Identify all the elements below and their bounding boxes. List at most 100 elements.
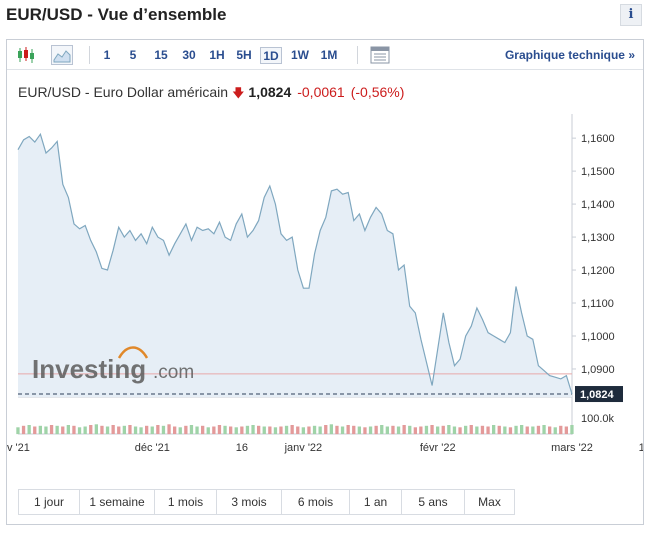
volume-bar	[133, 426, 138, 434]
range-button-4[interactable]: 3 mois	[217, 489, 282, 515]
price-chart[interactable]: Investing .com 1,1600 1,1500 1,1400 1,1300 1,1…	[7, 40, 643, 480]
volume-bar	[38, 425, 42, 435]
volume-bar	[352, 425, 356, 435]
range-button-6[interactable]: 1 an	[350, 489, 402, 515]
info-icon[interactable]: i	[620, 4, 642, 26]
volume-bar	[335, 425, 339, 435]
down-arrow-icon: 🡇	[232, 86, 245, 100]
page-title: EUR/USD - Vue d’ensemble	[6, 5, 227, 24]
volume-bar	[553, 427, 557, 435]
y-tick-label: 1,1400	[581, 199, 615, 211]
interval-button-1w[interactable]: 1W	[291, 48, 309, 62]
volume-bar	[436, 426, 440, 434]
interval-button-1[interactable]: 1	[103, 48, 111, 62]
volume-bar	[447, 425, 451, 434]
range-button-2[interactable]: 1 semaine	[80, 489, 155, 515]
price-change-percent: (-0,56%)	[350, 84, 405, 100]
range-button-7[interactable]: 5 ans	[402, 489, 465, 515]
volume-bar	[16, 427, 20, 435]
price-area	[18, 134, 572, 397]
volume-bar	[94, 424, 98, 435]
volume-bar	[128, 425, 132, 434]
volume-bar	[570, 425, 574, 434]
volume-bar	[391, 425, 395, 435]
volume-bar	[480, 425, 485, 435]
y-tick-label: 1,1300	[581, 232, 615, 244]
range-selector: 1 jour 1 semaine 1 mois 3 mois 6 mois 1 an 5 a…	[18, 489, 515, 515]
volume-bar	[173, 426, 177, 434]
chart-panel: 1 5 15 30 1H 5H 1D 1W 1M Graphique technique » E…	[6, 39, 644, 525]
volume-bar	[83, 426, 87, 434]
interval-button-30[interactable]: 30	[182, 48, 196, 62]
last-price: 1,0824	[248, 84, 292, 100]
volume-bar	[363, 427, 367, 435]
area-chart-icon[interactable]	[51, 45, 73, 65]
volume-bar	[44, 426, 48, 434]
volume-bar	[122, 425, 126, 435]
volume-bar	[105, 426, 110, 434]
interval-button-1h[interactable]: 1H	[209, 48, 225, 62]
toolbar-divider	[89, 46, 90, 64]
volume-bar	[469, 425, 473, 434]
volume-bar	[251, 425, 255, 434]
range-button-8[interactable]: Max	[465, 489, 515, 515]
x-tick-label: janv '22	[284, 442, 323, 454]
range-button-5[interactable]: 6 mois	[282, 489, 350, 515]
toolbar-divider	[357, 46, 358, 64]
interval-button-15[interactable]: 15	[154, 48, 168, 62]
volume-bar	[55, 425, 59, 435]
volume-bar	[229, 426, 233, 434]
candlestick-icon[interactable]	[15, 45, 37, 65]
volume-bar	[89, 425, 93, 434]
volume-bar	[240, 426, 244, 434]
x-tick-label: 16	[639, 442, 643, 454]
volume-bar	[72, 425, 76, 435]
volume-bar	[346, 425, 350, 434]
volume-bar	[396, 426, 401, 434]
volume-bar	[548, 426, 552, 434]
volume-bar	[492, 425, 496, 434]
volume-bar	[374, 425, 378, 435]
volume-bar	[340, 426, 345, 434]
volume-bar	[424, 425, 429, 435]
volume-bar	[497, 425, 501, 435]
volume-bar	[329, 424, 333, 435]
volume-bar	[559, 425, 563, 435]
y-tick-label: 1,0900	[581, 364, 615, 376]
volume-bar	[167, 424, 171, 435]
table-view-icon[interactable]	[369, 45, 391, 65]
volume-bar	[318, 426, 322, 434]
volume-bar	[201, 425, 205, 435]
volume-bar	[486, 426, 490, 434]
volume-bar	[234, 427, 238, 435]
y-tick-label: 1,1500	[581, 166, 615, 178]
volume-bar	[542, 425, 546, 434]
range-button-1[interactable]: 1 jour	[18, 489, 80, 515]
technical-chart-link[interactable]: Graphique technique »	[504, 48, 635, 62]
volume-bar	[77, 427, 82, 435]
volume-axis-label: 100.0k	[581, 413, 615, 425]
y-tick-label: 1,1200	[581, 265, 615, 277]
x-tick-label: déc '21	[135, 442, 170, 454]
volume-bar	[464, 425, 468, 435]
volume-bar	[257, 425, 261, 435]
volume-bar	[150, 426, 154, 434]
volume-bar	[301, 427, 305, 435]
y-tick-label: 1,1100	[581, 298, 614, 310]
volume-bar	[145, 425, 149, 435]
volume-bar	[284, 425, 289, 435]
interval-button-1d[interactable]: 1D	[260, 47, 282, 64]
interval-button-1m[interactable]: 1M	[320, 48, 338, 62]
volume-bar	[413, 427, 417, 435]
volume-bar	[21, 425, 26, 435]
interval-button-5h[interactable]: 5H	[236, 48, 252, 62]
volume-bar	[452, 426, 457, 434]
volume-bar	[27, 425, 31, 434]
y-tick-label: 1,1000	[581, 331, 615, 343]
instrument-name: EUR/USD - Euro Dollar américain	[18, 84, 229, 100]
interval-button-5[interactable]: 5	[129, 48, 137, 62]
range-button-3[interactable]: 1 mois	[155, 489, 217, 515]
volume-bar	[217, 425, 222, 434]
volume-bar	[408, 425, 412, 435]
volume-bar	[195, 426, 199, 434]
